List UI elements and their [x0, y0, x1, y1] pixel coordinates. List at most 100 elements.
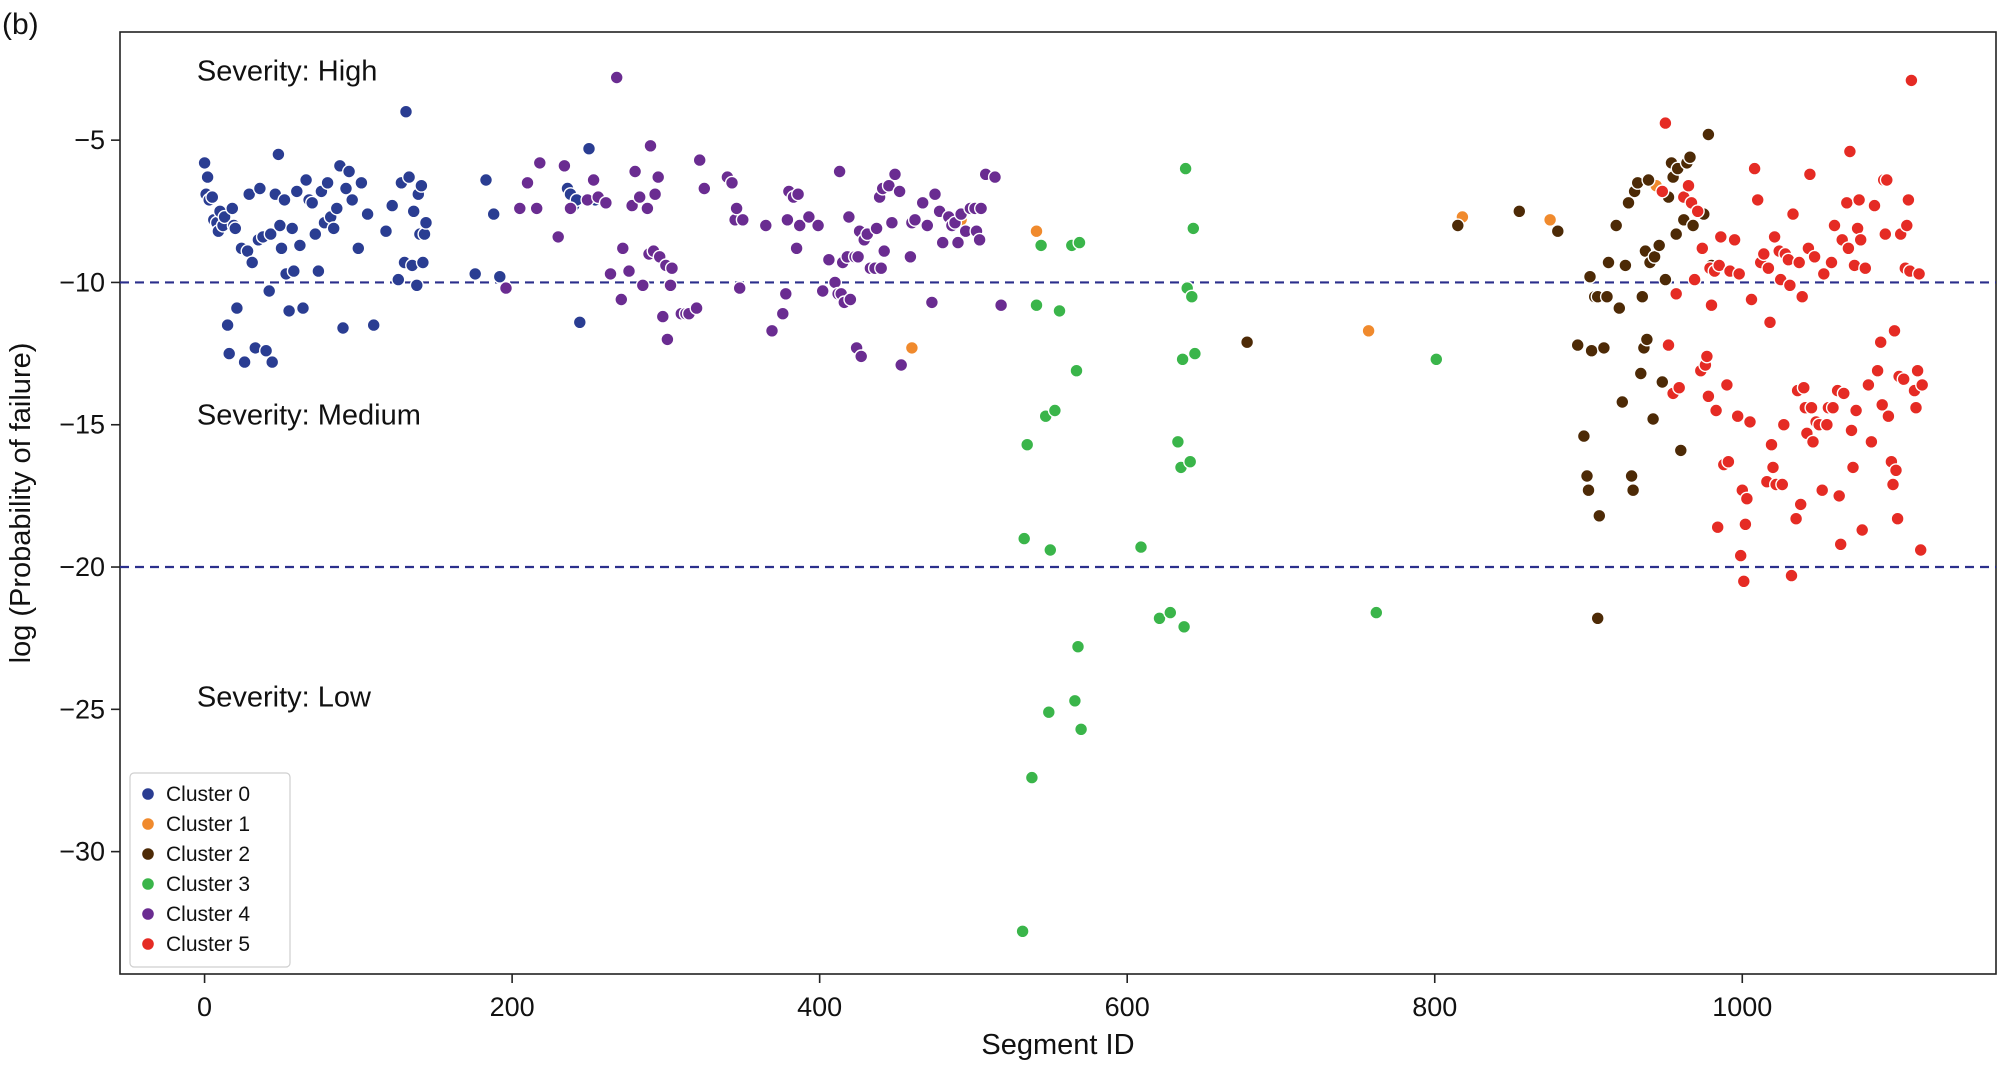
y-axis: −5 −10 −15 −20 −25 −30 — [59, 125, 120, 867]
data-point-cluster-0 — [282, 303, 297, 319]
data-point-cluster-1 — [904, 340, 920, 356]
data-point-cluster-0 — [345, 192, 360, 208]
data-point-cluster-0 — [342, 164, 357, 179]
data-point-cluster-5 — [1721, 454, 1736, 469]
data-point-cluster-4 — [498, 281, 514, 296]
data-point-cluster-2 — [1450, 218, 1465, 233]
data-point-cluster-4 — [557, 158, 572, 173]
y-tick-label: −5 — [74, 125, 105, 155]
data-point-cluster-2 — [1701, 127, 1716, 142]
data-point-cluster-3 — [1052, 303, 1067, 319]
data-point-cluster-0 — [478, 172, 494, 188]
data-point-cluster-3 — [1073, 722, 1089, 737]
data-point-cluster-0 — [262, 283, 277, 299]
data-point-cluster-0 — [289, 184, 304, 199]
legend-box — [129, 772, 291, 968]
x-tick-label: 400 — [797, 992, 842, 1022]
data-point-cluster-4 — [780, 212, 795, 227]
data-point-cluster-4 — [598, 195, 614, 210]
data-point-cluster-5 — [1832, 488, 1847, 504]
data-point-cluster-2 — [1592, 508, 1607, 523]
data-point-cluster-4 — [689, 301, 704, 316]
data-point-cluster-4 — [563, 201, 578, 216]
data-point-cluster-4 — [903, 249, 918, 264]
data-point-cluster-0 — [274, 241, 289, 256]
data-point-cluster-5 — [1851, 192, 1867, 208]
x-tick-label: 200 — [490, 992, 535, 1022]
data-point-cluster-0 — [263, 227, 278, 242]
data-point-cluster-0 — [252, 181, 268, 196]
data-point-cluster-0 — [398, 104, 414, 119]
data-point-cluster-4 — [532, 155, 547, 171]
data-point-cluster-2 — [1633, 366, 1648, 381]
data-point-cluster-4 — [729, 201, 744, 216]
data-point-cluster-0 — [354, 175, 369, 190]
data-point-cluster-5 — [1853, 232, 1868, 247]
data-point-cluster-4 — [801, 209, 817, 225]
data-point-cluster-4 — [832, 164, 847, 179]
data-point-cluster-5 — [1690, 204, 1705, 219]
data-point-cluster-3 — [1047, 403, 1063, 418]
data-point-cluster-0 — [406, 204, 421, 219]
data-point-cluster-3 — [1186, 221, 1201, 236]
data-point-cluster-0 — [308, 227, 323, 242]
data-point-cluster-5 — [1712, 258, 1727, 273]
data-point-cluster-5 — [1855, 522, 1870, 538]
data-point-cluster-4 — [792, 218, 807, 233]
data-point-cluster-2 — [1635, 289, 1650, 304]
data-point-cluster-3 — [1187, 346, 1203, 361]
data-point-cluster-4 — [972, 232, 987, 247]
data-point-cluster-3 — [1133, 539, 1149, 555]
data-point-cluster-4 — [655, 309, 670, 324]
data-point-cluster-5 — [1672, 380, 1687, 395]
data-point-cluster-2 — [1609, 218, 1624, 233]
legend-label: Cluster 3 — [166, 873, 250, 896]
data-point-cluster-5 — [1913, 542, 1928, 558]
x-axis: 0 200 400 600 800 1000 — [197, 974, 1772, 1022]
data-point-cluster-4 — [732, 281, 747, 296]
data-point-cluster-0 — [391, 272, 406, 287]
data-points — [197, 70, 1930, 939]
data-point-cluster-5 — [1878, 227, 1893, 242]
x-tick-label: 0 — [197, 992, 212, 1022]
data-point-cluster-5 — [1736, 574, 1751, 589]
data-point-cluster-5 — [1762, 315, 1778, 330]
data-point-cluster-2 — [1641, 172, 1656, 188]
data-point-cluster-4 — [874, 261, 889, 276]
data-point-cluster-0 — [200, 170, 215, 185]
data-point-cluster-0 — [385, 198, 400, 213]
data-point-cluster-2 — [1512, 204, 1527, 219]
legend-marker — [141, 816, 156, 831]
data-point-cluster-5 — [1904, 73, 1919, 88]
y-tick-label: −25 — [59, 694, 105, 724]
data-point-cluster-0 — [237, 355, 252, 370]
data-point-cluster-5 — [1750, 192, 1765, 208]
y-tick-label: −10 — [59, 267, 105, 297]
data-point-cluster-3 — [1178, 161, 1193, 176]
data-point-cluster-2 — [1655, 374, 1670, 390]
data-point-cluster-4 — [635, 278, 650, 293]
data-point-cluster-4 — [663, 278, 678, 293]
data-point-cluster-2 — [1596, 340, 1612, 356]
legend-label: Cluster 5 — [166, 933, 250, 956]
severity-annotation-2: Severity: Low — [197, 681, 372, 713]
data-point-cluster-5 — [1708, 403, 1724, 418]
data-point-cluster-5 — [1825, 400, 1841, 415]
data-point-cluster-2 — [1624, 468, 1639, 484]
data-point-cluster-5 — [1727, 232, 1742, 247]
data-point-cluster-5 — [1873, 335, 1888, 350]
data-point-cluster-4 — [884, 215, 900, 230]
data-point-cluster-2 — [1673, 443, 1688, 458]
data-point-cluster-4 — [603, 266, 618, 282]
data-point-cluster-0 — [468, 266, 483, 282]
data-point-cluster-5 — [1839, 195, 1854, 210]
data-point-cluster-4 — [660, 332, 675, 347]
data-point-cluster-4 — [632, 190, 647, 205]
data-point-cluster-4 — [887, 167, 903, 182]
data-point-cluster-4 — [790, 187, 806, 202]
data-point-cluster-4 — [810, 218, 826, 233]
data-point-cluster-5 — [1669, 286, 1684, 301]
data-point-cluster-5 — [1775, 477, 1790, 492]
data-point-cluster-4 — [724, 175, 740, 190]
